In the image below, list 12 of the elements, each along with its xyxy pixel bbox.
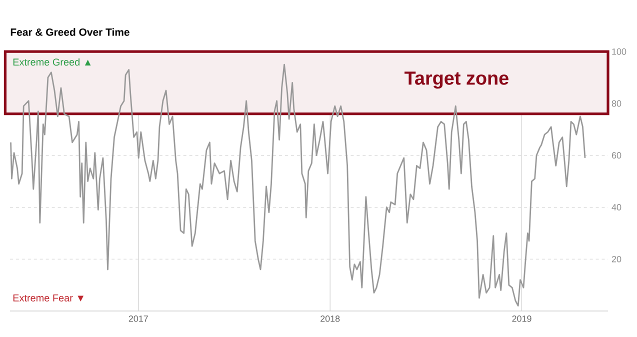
y-tick-label: 40	[612, 204, 622, 210]
chart-title: Fear & Greed Over Time	[10, 28, 130, 36]
y-tick-label: 100	[612, 48, 626, 55]
annotation: Extreme Greed ▲	[13, 58, 91, 66]
y-tick-label: 20	[612, 256, 622, 262]
x-tick-label: 2017	[128, 316, 148, 322]
band-label: Target zone	[404, 72, 508, 89]
annotation: Extreme Fear ▼	[13, 294, 84, 302]
x-tick-label: 2018	[320, 316, 340, 322]
y-tick-label: 80	[612, 100, 622, 107]
x-tick-label: 2019	[512, 316, 532, 322]
y-tick-label: 60	[612, 152, 622, 159]
